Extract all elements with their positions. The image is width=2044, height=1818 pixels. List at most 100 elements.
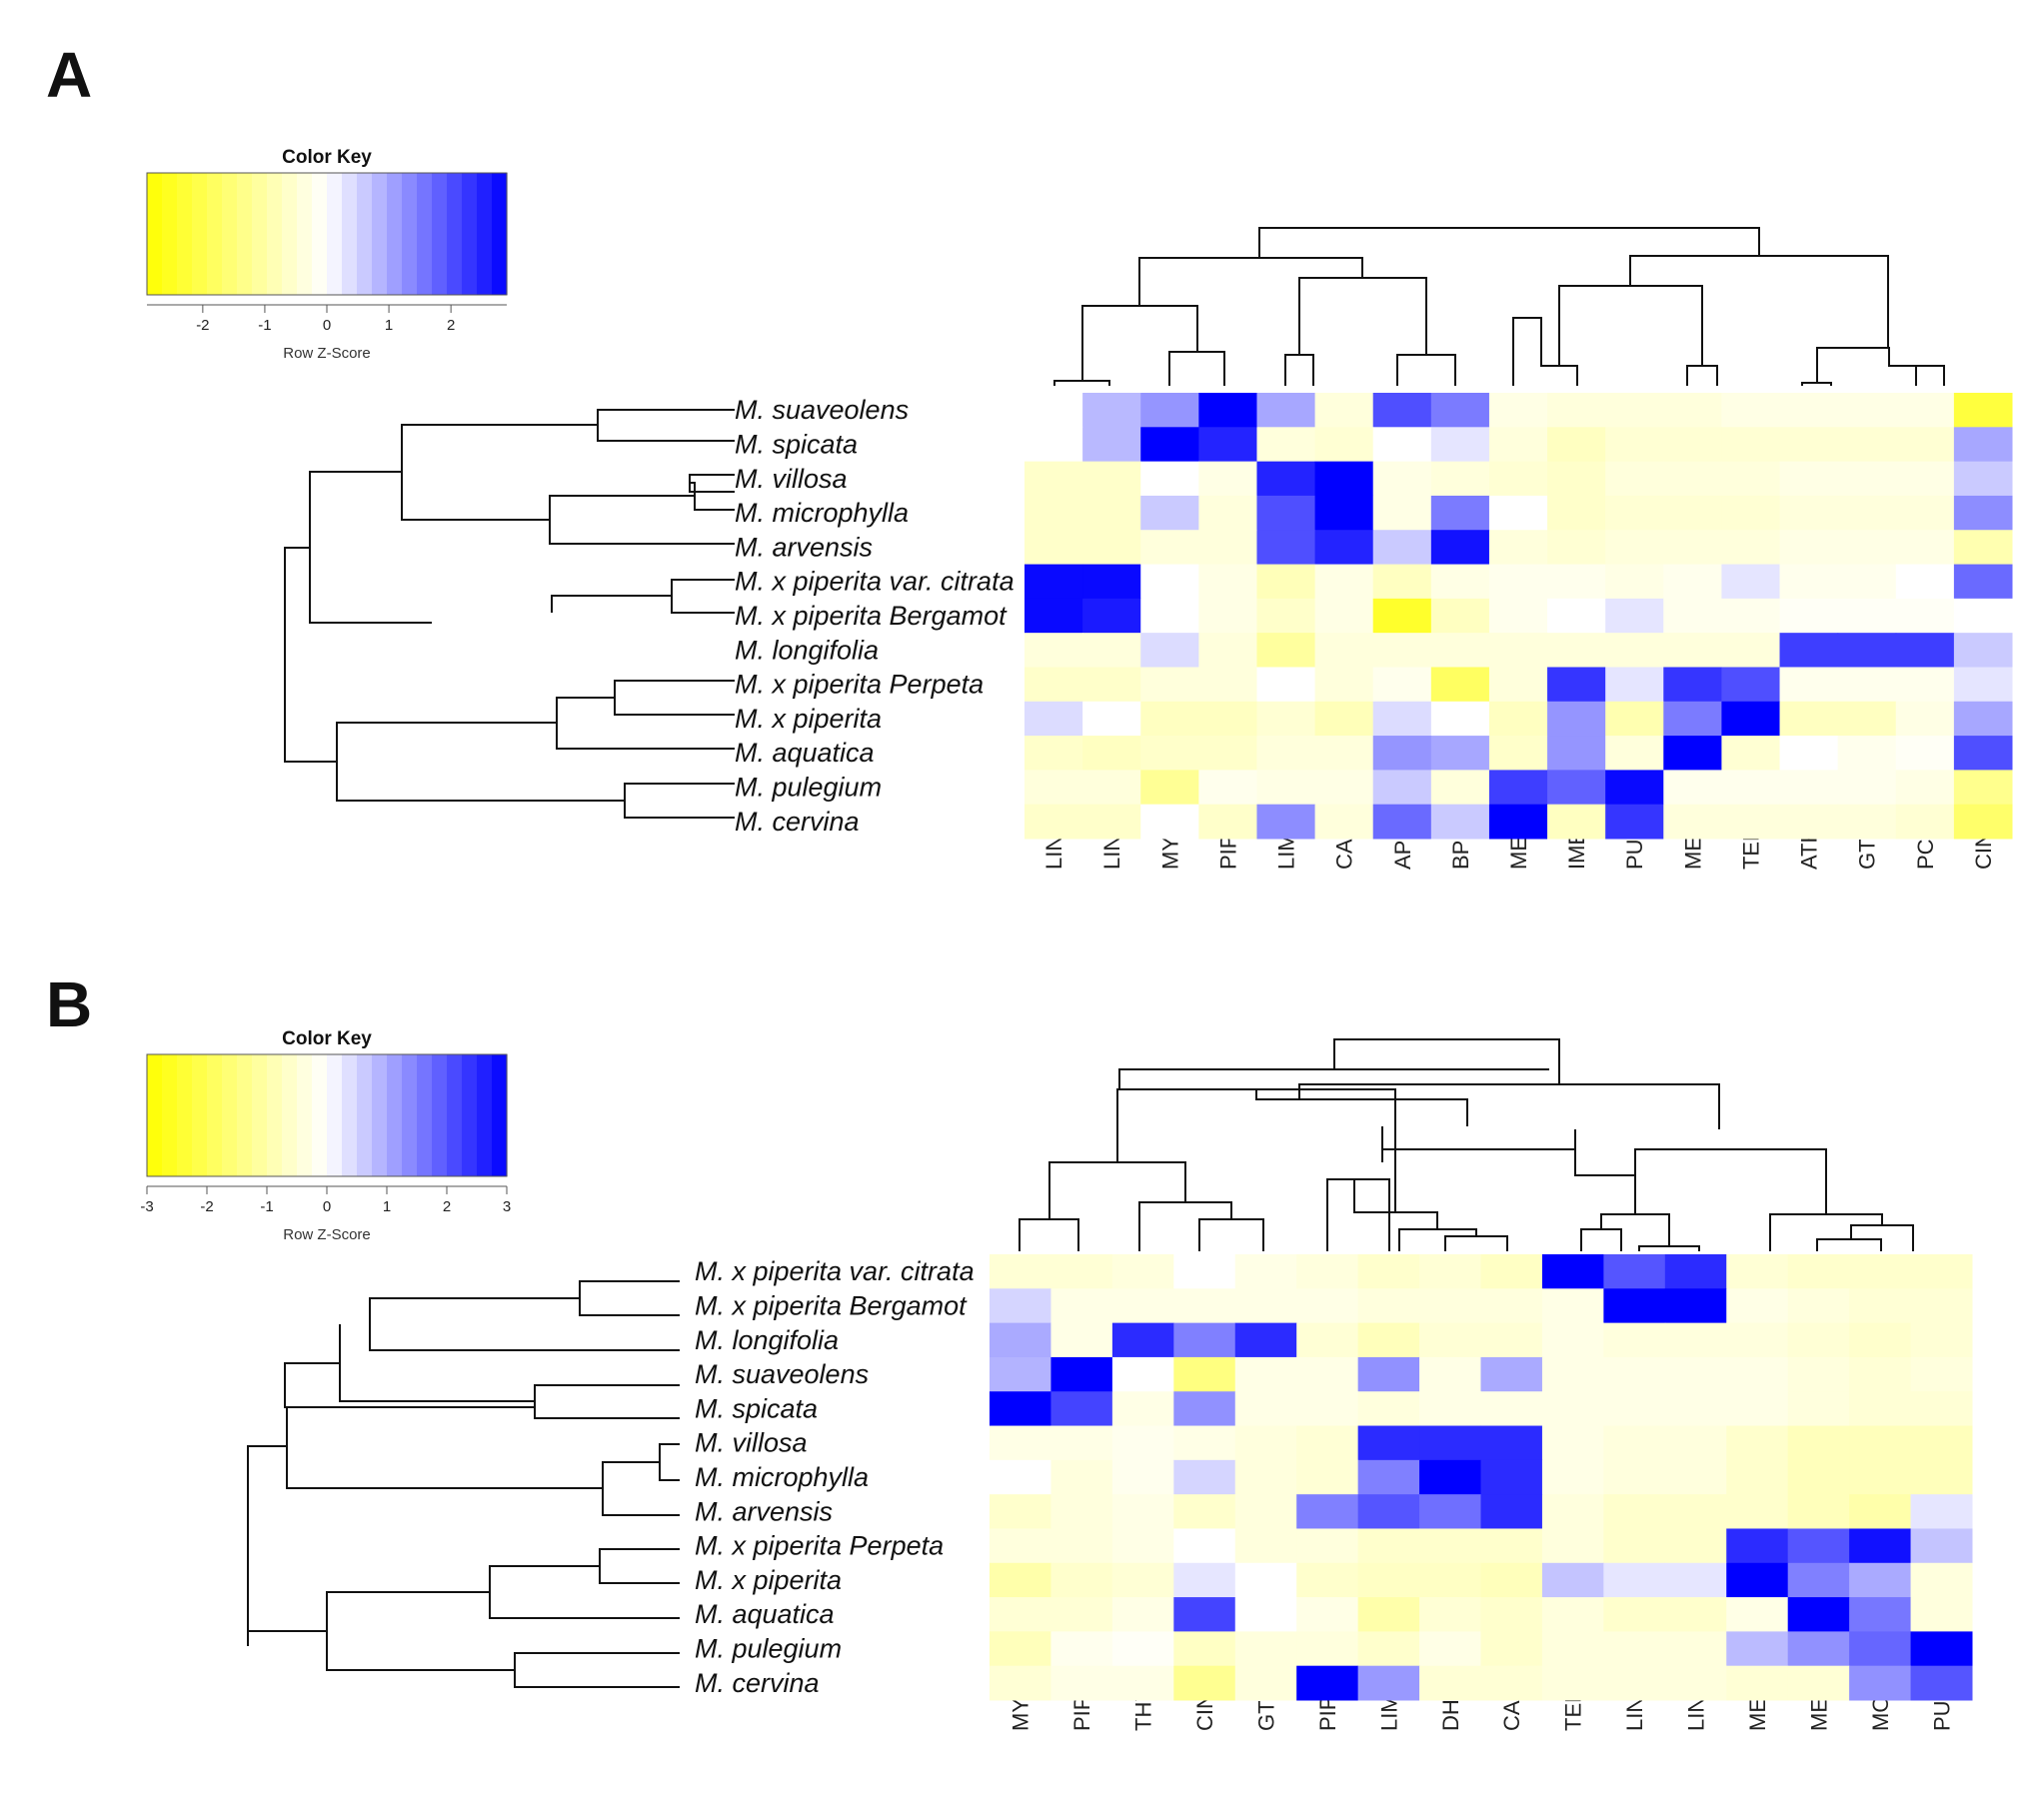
heatmap-cell (1419, 1356, 1481, 1392)
heatmap-cell (1050, 1254, 1113, 1289)
color-key-swatch (282, 173, 298, 295)
heatmap-cell (1173, 1665, 1236, 1701)
heatmap-cell (1419, 1425, 1481, 1461)
heatmap-cell (1603, 1562, 1666, 1598)
row-label: M. x piperita var. citrata (695, 1256, 975, 1286)
row-label: M. cervina (735, 807, 860, 837)
heatmap-cell (1726, 1631, 1789, 1667)
heatmap-cell (1234, 1254, 1297, 1289)
heatmap-cell (1721, 770, 1781, 806)
heatmap-cell (1024, 633, 1083, 668)
heatmap-cell (1111, 1391, 1174, 1427)
heatmap-cell (1198, 564, 1257, 600)
heatmap-cell (1953, 667, 2013, 703)
heatmap-cell (1726, 1528, 1789, 1564)
heatmap-cell (1357, 1254, 1420, 1289)
heatmap-cell (1024, 393, 1083, 428)
heatmap-cell (1603, 1322, 1666, 1358)
heatmap-cell (1837, 633, 1897, 668)
color-key-ticks: -3 -2 -1 0 1 2 3 (140, 1185, 511, 1215)
heatmap-cell (1430, 427, 1490, 463)
heatmap-cell (1256, 393, 1316, 428)
heatmap-cell (1173, 1597, 1236, 1632)
heatmap-cell (1953, 701, 2013, 737)
heatmap-cell (1024, 701, 1083, 737)
heatmap-cell (1082, 770, 1141, 806)
heatmap-cell (1480, 1562, 1543, 1598)
heatmap-cell (1430, 770, 1490, 806)
heatmap-cell (1910, 1494, 1973, 1529)
heatmap-cell (1140, 701, 1199, 737)
heatmap-cell (1895, 667, 1955, 703)
heatmap-cell (1787, 1391, 1850, 1427)
heatmap-cell (1082, 495, 1141, 531)
heatmap-cell (1111, 1254, 1174, 1289)
heatmap-cell (1357, 1322, 1420, 1358)
heatmap-cell (1234, 1562, 1297, 1598)
color-key-tick-label: 2 (443, 1198, 451, 1215)
heatmap-cell (1024, 530, 1083, 566)
heatmap-cell (1547, 564, 1606, 600)
heatmap-cell (990, 1665, 1051, 1701)
heatmap-cell (1372, 598, 1432, 634)
heatmap-cell (1605, 770, 1664, 806)
heatmap-cell (1140, 461, 1199, 497)
row-label: M. suaveolens (735, 395, 909, 425)
heatmap-cell (1234, 1356, 1297, 1392)
heatmap-cell (1663, 667, 1722, 703)
heatmap-cell (1234, 1631, 1297, 1667)
heatmap-cell (1663, 804, 1722, 840)
color-key-swatch (252, 173, 268, 295)
heatmap-cell (1082, 701, 1141, 737)
heatmap-cell (1895, 804, 1955, 840)
heatmap-cell (1541, 1665, 1604, 1701)
heatmap-cell (1779, 461, 1839, 497)
heatmap-cell (1024, 461, 1083, 497)
heatmap-cell (1547, 633, 1606, 668)
heatmap-cell (1779, 633, 1839, 668)
heatmap-cell (1663, 564, 1722, 600)
heatmap-cell (1111, 1562, 1174, 1598)
heatmap-cell (1314, 804, 1374, 840)
heatmap-cell (1111, 1459, 1174, 1495)
heatmap-cell (1547, 427, 1606, 463)
heatmap-cell (1895, 495, 1955, 531)
heatmap-cell (1372, 701, 1432, 737)
heatmap-cell (1726, 1425, 1789, 1461)
column-label: PIP (1315, 1696, 1340, 1731)
heatmap-cell (1837, 667, 1897, 703)
heatmap-cell (1173, 1425, 1236, 1461)
heatmap-cell (1480, 1425, 1543, 1461)
heatmap-cell (1849, 1494, 1912, 1529)
heatmap-cell (1953, 427, 2013, 463)
heatmap-cell (1234, 1665, 1297, 1701)
heatmap-cell (1787, 1597, 1850, 1632)
heatmap-cell (1198, 701, 1257, 737)
heatmap-cell (1430, 598, 1490, 634)
heatmap-cell (1050, 1597, 1113, 1632)
heatmap-cell (1480, 1459, 1543, 1495)
heatmap-cell (1314, 393, 1374, 428)
heatmap-cell (1430, 736, 1490, 771)
heatmap-cell (1111, 1528, 1174, 1564)
heatmap-cell (1198, 770, 1257, 806)
heatmap-cell (1234, 1459, 1297, 1495)
heatmap-cell (1111, 1631, 1174, 1667)
color-key-tick-label: -1 (260, 1198, 273, 1215)
heatmap-cell (1605, 701, 1664, 737)
heatmap-cell (1603, 1494, 1666, 1529)
heatmap-cell (1547, 736, 1606, 771)
heatmap-cell (1787, 1562, 1850, 1598)
heatmap-cell (1603, 1459, 1666, 1495)
heatmap-cell (1419, 1597, 1481, 1632)
heatmap-cell (1547, 530, 1606, 566)
heatmap-cell (1605, 804, 1664, 840)
heatmap-cell (1480, 1322, 1543, 1358)
heatmap-cell (1779, 495, 1839, 531)
heatmap-cell (1837, 393, 1897, 428)
heatmap-cell (1050, 1356, 1113, 1392)
heatmap-cell (1849, 1254, 1912, 1289)
heatmap-cell (1664, 1322, 1727, 1358)
heatmap-cell (1663, 427, 1722, 463)
heatmap-cell (1296, 1494, 1359, 1529)
